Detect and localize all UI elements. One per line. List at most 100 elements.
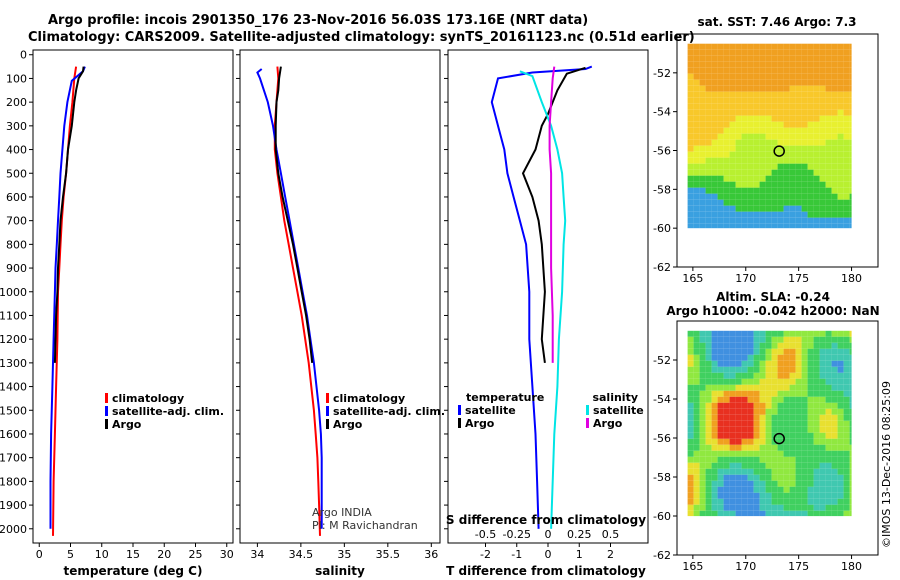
sst-map-cell — [801, 175, 808, 182]
sst-map-cell — [723, 223, 730, 229]
sla-map-cell — [723, 390, 730, 397]
sst-map-cell — [759, 109, 766, 116]
sst-map-cell — [771, 79, 778, 86]
sla-map-cell — [759, 474, 766, 481]
sla-map-cell — [819, 354, 826, 361]
sst-map-cell — [771, 163, 778, 170]
sla-map-cell — [837, 372, 844, 379]
sla-map-cell — [741, 336, 748, 343]
sst-map-cell — [825, 109, 832, 116]
sst-map-cell — [711, 67, 718, 74]
sla-map-cell — [843, 438, 850, 445]
sst-map-cell — [825, 115, 832, 122]
sla-map-cell — [699, 336, 706, 343]
sst-map-cell — [717, 103, 724, 110]
sst-map-cell — [801, 55, 808, 62]
sla-map-cell — [837, 444, 844, 451]
sst-map-cell — [741, 175, 748, 182]
sst-map-cell — [795, 109, 802, 116]
sla-map-cell — [849, 390, 852, 397]
sst-map-cell — [801, 199, 808, 206]
sst-map-cell — [777, 223, 784, 229]
sst-map-cell — [849, 193, 852, 200]
sst-map-cell — [705, 181, 712, 188]
sla-map-cell — [693, 450, 700, 457]
difference-axis-label: T difference from climatology — [446, 564, 646, 578]
sla-map-cell — [699, 354, 706, 361]
sst-map-cell — [831, 187, 838, 194]
sla-map-cell — [747, 504, 754, 511]
sla-map-cell — [717, 492, 724, 499]
sst-map-cell — [717, 55, 724, 62]
sla-map-cell — [711, 486, 718, 493]
sla-map-cell — [771, 336, 778, 343]
sla-map-cell — [717, 396, 724, 403]
sst-map-cell — [837, 121, 844, 128]
sst-map-cell — [729, 61, 736, 68]
sla-map-cell — [831, 438, 838, 445]
sla-map-cell — [729, 504, 736, 511]
sst-map-cell — [723, 163, 730, 170]
sla-map-cell — [699, 450, 706, 457]
sst-map-cell — [735, 181, 742, 188]
sla-map-cell — [741, 462, 748, 469]
sst-map-cell — [759, 199, 766, 206]
sla-map-cell — [843, 372, 850, 379]
sla-map-cell — [843, 342, 850, 349]
sst-map-cell — [687, 43, 694, 50]
sst-map-cell — [831, 103, 838, 110]
sst-map-cell — [705, 61, 712, 68]
sla-map-cell — [699, 438, 706, 445]
sst-map-cell — [741, 103, 748, 110]
sla-map-cell — [831, 348, 838, 355]
sla-map-cell — [753, 510, 760, 517]
sla-map-cell — [819, 444, 826, 451]
sla-map-cell — [807, 390, 814, 397]
sst-map-cell — [825, 199, 832, 206]
sla-map-cell — [849, 366, 852, 373]
sst-map-cell — [753, 151, 760, 158]
sla-map-cell — [807, 348, 814, 355]
sla-map-cell — [735, 348, 742, 355]
sla-map-cell — [843, 354, 850, 361]
sla-map-cell — [735, 330, 742, 337]
temperature-series-satellite — [49, 66, 86, 529]
sla-map-cell — [687, 420, 694, 427]
sla-map-cell — [759, 384, 766, 391]
sla-map-cell — [693, 438, 700, 445]
sla-map-cell — [699, 414, 706, 421]
sla-map-cell — [837, 402, 844, 409]
sla-map-cell — [687, 432, 694, 439]
sst-map-cell — [693, 193, 700, 200]
sst-map-cell — [711, 193, 718, 200]
sst-map-cell — [723, 127, 730, 134]
sst-map-cell — [747, 49, 754, 56]
sst-map-cells — [687, 43, 852, 229]
sla-map-cell — [771, 390, 778, 397]
sla-map-cell — [765, 414, 772, 421]
sst-map-cell — [789, 193, 796, 200]
sla-map-cell — [801, 492, 808, 499]
sst-map-cell — [795, 127, 802, 134]
sla-map-cell — [765, 450, 772, 457]
sst-map-cell — [777, 157, 784, 164]
sla-map-cell — [831, 444, 838, 451]
sst-map-cell — [759, 43, 766, 50]
sla-map-cell — [789, 384, 796, 391]
sla-map-cell — [771, 378, 778, 385]
sst-map-cell — [771, 85, 778, 92]
sst-map-cell — [789, 109, 796, 116]
sst-map-cell — [711, 109, 718, 116]
sst-map-cell — [693, 115, 700, 122]
sst-map-cell — [747, 43, 754, 50]
sla-map-cell — [831, 414, 838, 421]
sst-map-cell — [723, 211, 730, 218]
sst-map-cell — [789, 151, 796, 158]
sst-map-cell — [735, 91, 742, 98]
sla-map-cell — [825, 384, 832, 391]
sst-map-cell — [765, 187, 772, 194]
sla-map-cell — [807, 498, 814, 505]
sla-map-cell — [825, 510, 832, 517]
sst-map-cell — [807, 97, 814, 104]
sla-map-cell — [717, 348, 724, 355]
